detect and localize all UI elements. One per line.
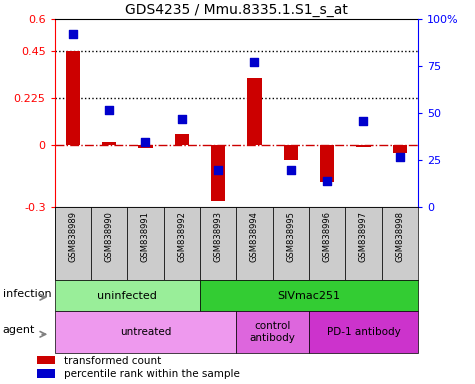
Text: GSM838989: GSM838989 xyxy=(68,211,77,262)
FancyBboxPatch shape xyxy=(55,311,237,353)
Text: uninfected: uninfected xyxy=(97,291,157,301)
Bar xyxy=(320,145,334,182)
Point xyxy=(323,178,331,184)
Bar xyxy=(138,145,153,148)
Text: GSM838996: GSM838996 xyxy=(323,211,332,262)
Bar xyxy=(284,145,298,161)
Text: GSM838998: GSM838998 xyxy=(395,211,404,262)
Bar xyxy=(211,145,226,201)
Point xyxy=(105,106,113,113)
Title: GDS4235 / Mmu.8335.1.S1_s_at: GDS4235 / Mmu.8335.1.S1_s_at xyxy=(125,3,348,17)
Text: control
antibody: control antibody xyxy=(250,321,295,343)
Point xyxy=(214,167,222,173)
Text: untreated: untreated xyxy=(120,327,171,337)
FancyBboxPatch shape xyxy=(163,207,200,280)
Point xyxy=(396,154,404,160)
Text: GSM838992: GSM838992 xyxy=(177,211,186,262)
FancyBboxPatch shape xyxy=(127,207,163,280)
Point xyxy=(360,118,367,124)
Text: GSM838990: GSM838990 xyxy=(104,211,114,262)
Bar xyxy=(37,369,55,378)
Text: transformed count: transformed count xyxy=(64,356,162,366)
Text: GSM838991: GSM838991 xyxy=(141,211,150,262)
FancyBboxPatch shape xyxy=(273,207,309,280)
FancyBboxPatch shape xyxy=(309,207,345,280)
Text: GSM838995: GSM838995 xyxy=(286,211,295,262)
Text: PD-1 antibody: PD-1 antibody xyxy=(327,327,400,337)
Point xyxy=(142,139,149,145)
FancyBboxPatch shape xyxy=(91,207,127,280)
FancyBboxPatch shape xyxy=(381,207,418,280)
Text: agent: agent xyxy=(3,325,35,335)
Bar xyxy=(174,134,189,145)
FancyBboxPatch shape xyxy=(200,207,237,280)
Text: GSM838993: GSM838993 xyxy=(214,211,223,262)
Bar xyxy=(356,145,371,147)
Bar xyxy=(247,78,262,145)
Bar xyxy=(66,51,80,145)
FancyBboxPatch shape xyxy=(55,280,200,311)
Text: GSM838997: GSM838997 xyxy=(359,211,368,262)
Text: infection: infection xyxy=(3,289,51,299)
Text: SIVmac251: SIVmac251 xyxy=(277,291,341,301)
Point xyxy=(251,60,258,66)
FancyBboxPatch shape xyxy=(200,280,418,311)
FancyBboxPatch shape xyxy=(237,311,309,353)
Point xyxy=(69,31,76,37)
FancyBboxPatch shape xyxy=(345,207,381,280)
FancyBboxPatch shape xyxy=(237,207,273,280)
Bar xyxy=(37,356,55,364)
FancyBboxPatch shape xyxy=(309,311,418,353)
FancyBboxPatch shape xyxy=(55,207,91,280)
Text: GSM838994: GSM838994 xyxy=(250,211,259,262)
Bar xyxy=(102,142,116,145)
Bar xyxy=(392,145,407,153)
Point xyxy=(287,167,294,173)
Point xyxy=(178,116,186,122)
Text: percentile rank within the sample: percentile rank within the sample xyxy=(64,369,240,379)
